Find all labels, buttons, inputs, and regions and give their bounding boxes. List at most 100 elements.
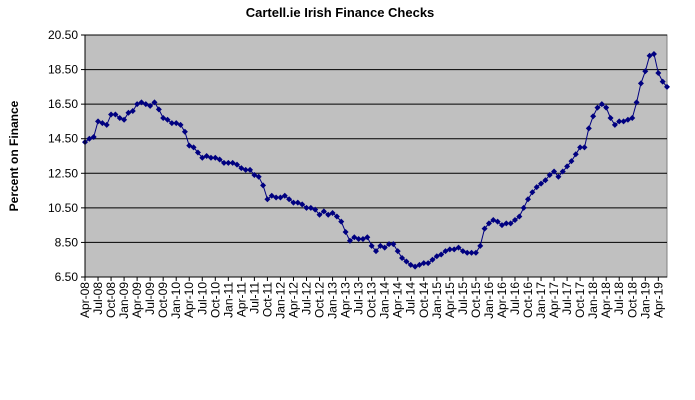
data-point [459, 248, 466, 255]
data-point [207, 154, 214, 161]
data-point [294, 199, 301, 206]
data-point [577, 144, 584, 151]
data-point [312, 206, 319, 213]
x-tick-label: Apr-13 [339, 282, 353, 318]
data-point [151, 99, 158, 106]
data-point [399, 254, 406, 261]
y-tick-label: 16.50 [48, 97, 78, 111]
x-tick-label: Apr-15 [443, 282, 457, 318]
x-tick-label: Jan-12 [273, 282, 287, 319]
data-point [134, 101, 141, 108]
data-point [86, 135, 93, 142]
data-point [629, 114, 636, 121]
data-point [542, 177, 549, 184]
y-tick-label: 18.50 [48, 63, 78, 77]
x-tick-label: Apr-09 [130, 282, 144, 318]
data-point [472, 249, 479, 256]
x-tick-label: Oct-11 [260, 282, 274, 317]
x-tick-label: Oct-10 [208, 282, 222, 318]
data-point [538, 180, 545, 187]
data-point [607, 114, 614, 121]
data-point [468, 249, 475, 256]
data-point [190, 144, 197, 151]
data-point [403, 258, 410, 265]
x-tick-label: Apr-10 [182, 282, 196, 318]
data-point [659, 78, 666, 85]
data-point [264, 196, 271, 203]
data-point [551, 168, 558, 175]
data-point [433, 253, 440, 260]
data-point [234, 161, 241, 168]
data-point [194, 149, 201, 156]
x-tick-label: Jul-17 [560, 282, 574, 315]
x-tick-label: Oct-17 [573, 282, 587, 318]
data-point [572, 151, 579, 158]
x-tick-label: Oct-12 [313, 282, 327, 318]
data-point [112, 111, 119, 118]
data-point [229, 159, 236, 166]
data-point [316, 211, 323, 218]
data-point [490, 216, 497, 223]
x-tick-label: Jan-18 [586, 282, 600, 319]
data-point [598, 101, 605, 108]
plot-area [84, 34, 668, 278]
x-tick-label: Jul-11 [247, 282, 261, 314]
y-tick-label: 14.50 [48, 132, 78, 146]
x-tick-label: Apr-19 [651, 282, 665, 318]
data-point [525, 196, 532, 203]
data-point [90, 133, 97, 140]
data-point [203, 153, 210, 159]
y-axis-label: Percent on Finance [7, 100, 21, 211]
x-tick-label: Jul-13 [352, 282, 366, 315]
x-tick-label: Jan-14 [378, 282, 392, 319]
x-tick-label: Oct-14 [417, 282, 431, 318]
x-tick-label: Apr-14 [391, 282, 405, 318]
data-point [95, 118, 102, 125]
x-tick-label: Oct-09 [156, 282, 170, 318]
data-point [620, 118, 627, 125]
x-tick-label: Apr-12 [286, 282, 300, 318]
y-axis-ticks: 20.50 18.50 16.50 14.50 12.50 10.50 8.50 6.50 [48, 28, 85, 284]
data-point [585, 125, 592, 132]
x-tick-label: Apr-11 [234, 282, 248, 317]
data-point [273, 194, 280, 201]
x-tick-label: Apr-08 [78, 282, 92, 318]
data-point [633, 99, 640, 106]
data-point [373, 248, 379, 255]
x-tick-label: Oct-13 [365, 282, 379, 318]
data-point [325, 211, 332, 218]
data-point [477, 242, 484, 249]
data-point [546, 172, 553, 179]
data-point [611, 121, 618, 128]
data-point [255, 173, 262, 180]
data-point [247, 166, 254, 173]
x-tick-label: Oct-08 [104, 282, 118, 318]
x-tick-label: Jan-13 [326, 282, 340, 319]
data-point [533, 184, 540, 191]
data-point [212, 154, 219, 161]
chart-title: Cartell.ie Irish Finance Checks [246, 5, 435, 20]
x-tick-label: Oct-16 [521, 282, 535, 318]
data-point [338, 218, 345, 225]
data-point [616, 118, 623, 125]
data-point [320, 208, 327, 215]
data-point [186, 142, 193, 149]
data-point [129, 108, 136, 115]
y-tick-label: 8.50 [55, 235, 79, 249]
x-tick-label: Jul-08 [91, 282, 105, 315]
data-point [181, 128, 188, 135]
data-point [407, 261, 414, 268]
data-point [637, 80, 644, 87]
data-point [125, 109, 132, 116]
x-tick-label: Jan-17 [534, 282, 548, 319]
data-point [103, 121, 110, 128]
data-point [99, 120, 106, 127]
x-tick-label: Apr-17 [547, 282, 561, 318]
data-point [299, 201, 306, 208]
x-tick-label: Jul-09 [143, 282, 157, 315]
x-tick-label: Jan-19 [638, 282, 652, 319]
data-point [138, 99, 145, 106]
data-point [520, 204, 527, 211]
data-point [481, 225, 488, 232]
